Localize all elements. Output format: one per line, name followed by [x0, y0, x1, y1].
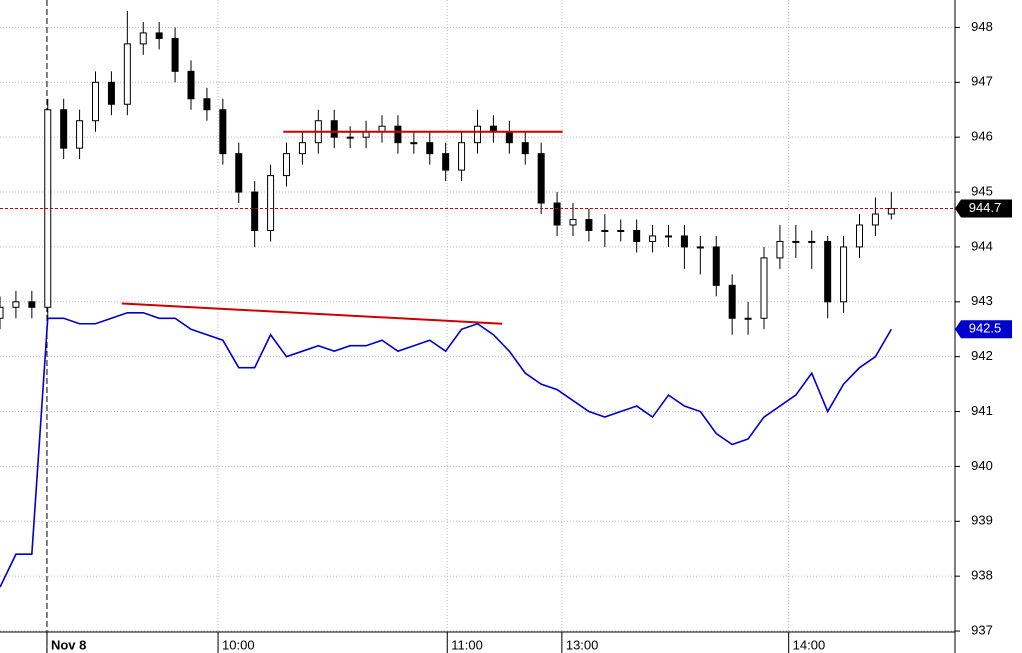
line-series	[0, 311, 893, 588]
candle-body	[298, 142, 306, 155]
candle-body	[330, 120, 338, 138]
candle-body	[283, 153, 290, 177]
candle-body	[12, 301, 20, 308]
candle-body	[521, 142, 529, 155]
candle-body	[458, 142, 466, 171]
x-tick-label: Nov 8	[51, 637, 86, 652]
candle-body	[617, 229, 625, 232]
candle-body	[696, 246, 704, 249]
y-tick-label: 939	[971, 513, 993, 528]
candle-body	[633, 229, 641, 242]
candle-body	[76, 120, 84, 149]
y-tick-label: 942	[971, 348, 993, 363]
candle-body	[760, 257, 768, 319]
x-tick-label: 11:00	[451, 637, 483, 652]
candle-body	[808, 240, 816, 243]
y-tick-label: 947	[971, 74, 993, 89]
candle-body	[251, 191, 259, 231]
candle-body	[107, 81, 115, 105]
candle-body	[728, 284, 736, 319]
x-tick-label: 13:00	[566, 637, 599, 652]
candle-body	[346, 136, 354, 139]
candle-body	[537, 153, 545, 204]
candle-body	[155, 32, 163, 39]
candle-body	[187, 70, 195, 100]
candle-body	[712, 246, 720, 286]
candle-body	[171, 37, 179, 72]
candle-body	[601, 229, 609, 232]
candle-body	[92, 81, 99, 122]
candle-body	[871, 213, 879, 226]
last-price-label: 944.7	[969, 200, 1002, 215]
candle-body	[0, 306, 4, 319]
candle-body	[235, 153, 243, 193]
candle-body	[792, 240, 800, 243]
candle-body	[203, 98, 211, 111]
candle-body	[505, 131, 513, 144]
candle-body	[410, 142, 418, 145]
last-value-box	[955, 320, 1012, 339]
candle-body	[569, 218, 577, 226]
candle-body	[776, 240, 784, 259]
y-tick-label: 941	[971, 403, 993, 418]
candle-body	[267, 175, 275, 231]
candle-body	[60, 109, 68, 149]
candle-body	[856, 224, 863, 248]
candle-body	[887, 208, 895, 215]
y-tick-label: 940	[971, 458, 993, 473]
candle-body	[824, 240, 832, 303]
candle-body	[123, 43, 131, 105]
y-tick-label: 943	[971, 293, 993, 308]
candle-body	[553, 202, 561, 226]
candle-body	[649, 235, 657, 242]
candle-body	[219, 109, 227, 155]
last-price-box	[955, 199, 1012, 218]
candle-body	[680, 235, 688, 248]
candle-body	[744, 317, 752, 320]
candle-body	[474, 125, 481, 144]
y-tick-label: 937	[971, 622, 993, 637]
candle-body	[840, 246, 848, 303]
candle-body	[426, 142, 434, 155]
x-tick-label: 10:00	[222, 637, 255, 652]
candle-body	[139, 32, 147, 45]
candle-body	[394, 125, 402, 144]
y-tick-label: 945	[971, 183, 993, 198]
y-tick-label: 944	[971, 238, 993, 253]
candle-body	[28, 301, 36, 308]
last-value-label: 942.5	[969, 321, 1002, 336]
candle-body	[665, 235, 672, 238]
x-tick-label: 14:00	[793, 637, 826, 652]
trend-line	[121, 302, 503, 325]
y-tick-label: 946	[971, 129, 993, 144]
y-tick-label: 938	[971, 568, 993, 583]
y-tick-label: 948	[971, 19, 993, 34]
candle-body	[442, 153, 450, 171]
candle-body	[585, 218, 593, 231]
